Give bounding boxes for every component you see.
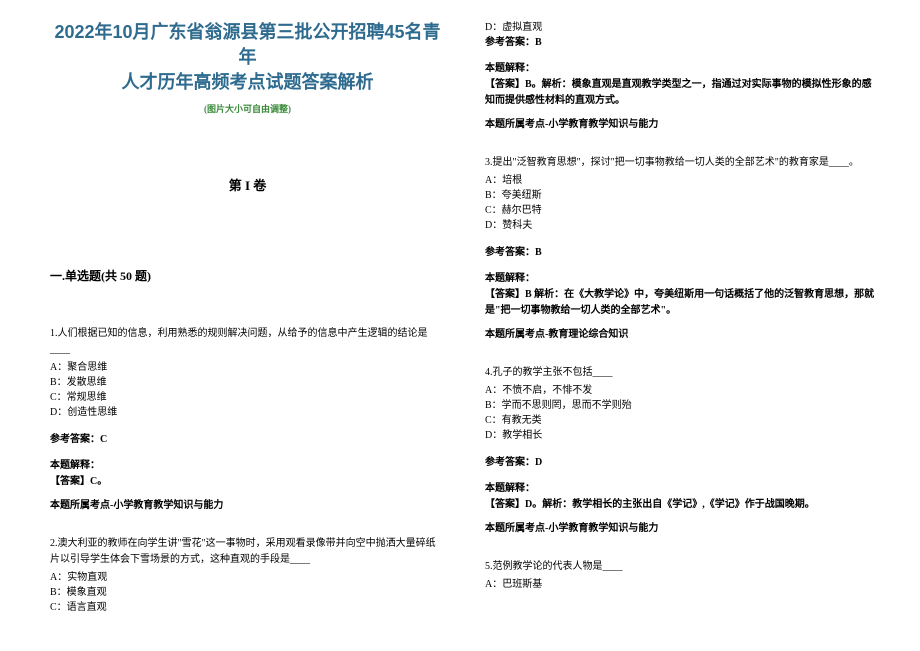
- q2-option-c: C：语言直观: [50, 600, 445, 615]
- q4-option-d: D：教学相长: [485, 428, 880, 443]
- q3-explain: 【答案】B 解析：在《大教学论》中，夸美纽斯用一句话概括了他的泛智教育思想，那就…: [485, 287, 880, 319]
- q3-option-b: B：夸美纽斯: [485, 188, 880, 203]
- section-header: 一.单选题(共 50 题): [50, 267, 445, 286]
- q4-ref-answer: 参考答案：D: [485, 455, 880, 471]
- doc-title-line2: 人才历年高频考点试题答案解析: [122, 72, 374, 92]
- q3-option-a: A：培根: [485, 173, 880, 188]
- zoom-note: (图片大小可自由调整): [50, 102, 445, 116]
- q3-option-d: D：赞科夫: [485, 218, 880, 233]
- q3-ref-answer: 参考答案：B: [485, 245, 880, 261]
- q3-option-c: C：赫尔巴特: [485, 203, 880, 218]
- question-1: 1.人们根据已知的信息，利用熟悉的规则解决问题，从给予的信息中产生逻辑的结论是_…: [50, 326, 445, 514]
- q4-option-b: B：学而不思则罔，思而不学则殆: [485, 398, 880, 413]
- q3-stem: 3.提出"泛智教育思想"，探讨"把一切事物教给一切人类的全部艺术"的教育家是__…: [485, 155, 880, 171]
- q2-option-d: D：虚拟直观: [485, 20, 880, 35]
- q1-explain-label: 本题解释：: [50, 458, 445, 474]
- question-5: 5.范例教学论的代表人物是____ A：巴班斯基: [485, 559, 880, 592]
- q1-explain: 【答案】C。: [50, 474, 445, 490]
- q1-option-c: C：常规思维: [50, 390, 445, 405]
- q2-option-a: A：实物直观: [50, 570, 445, 585]
- q2-option-b: B：模象直观: [50, 585, 445, 600]
- q2-explain-label: 本题解释：: [485, 61, 880, 77]
- q3-topic: 本题所属考点-教育理论综合知识: [485, 327, 880, 343]
- question-4: 4.孔子的教学主张不包括____ A：不愤不启，不悱不发 B：学而不思则罔，思而…: [485, 365, 880, 537]
- q4-option-c: C：有教无类: [485, 413, 880, 428]
- q2-explain: 【答案】B。解析：模象直观是直观教学类型之一，指通过对实际事物的模拟性形象的感知…: [485, 77, 880, 109]
- q1-stem: 1.人们根据已知的信息，利用熟悉的规则解决问题，从给予的信息中产生逻辑的结论是_…: [50, 326, 445, 358]
- q4-topic: 本题所属考点-小学教育教学知识与能力: [485, 521, 880, 537]
- volume-header: 第 I 卷: [50, 176, 445, 197]
- q3-explain-label: 本题解释：: [485, 271, 880, 287]
- q5-stem: 5.范例教学论的代表人物是____: [485, 559, 880, 575]
- q4-explain-label: 本题解释：: [485, 481, 880, 497]
- q4-stem: 4.孔子的教学主张不包括____: [485, 365, 880, 381]
- q2-ref-answer: 参考答案：B: [485, 35, 880, 51]
- q4-option-a: A：不愤不启，不悱不发: [485, 383, 880, 398]
- doc-title-line1: 2022年10月广东省翁源县第三批公开招聘45名青年: [54, 22, 440, 67]
- q4-explain: 【答案】D。解析：教学相长的主张出自《学记》,《学记》作于战国晚期。: [485, 497, 880, 513]
- document-page: 2022年10月广东省翁源县第三批公开招聘45名青年 人才历年高频考点试题答案解…: [0, 0, 920, 631]
- q1-topic: 本题所属考点-小学教育教学知识与能力: [50, 498, 445, 514]
- q1-option-b: B：发散思维: [50, 375, 445, 390]
- q2-stem: 2.澳大利亚的教师在向学生讲"雪花"这一事物时，采用观看录像带并向空中抛洒大量碎…: [50, 536, 445, 568]
- question-2-answer: 参考答案：B 本题解释： 【答案】B。解析：模象直观是直观教学类型之一，指通过对…: [485, 35, 880, 133]
- q5-option-a: A：巴班斯基: [485, 577, 880, 592]
- q2-topic: 本题所属考点-小学教育教学知识与能力: [485, 117, 880, 133]
- q1-option-d: D：创造性思维: [50, 405, 445, 420]
- q1-ref-answer: 参考答案：C: [50, 432, 445, 448]
- question-3: 3.提出"泛智教育思想"，探讨"把一切事物教给一切人类的全部艺术"的教育家是__…: [485, 155, 880, 343]
- q1-option-a: A：聚合思维: [50, 360, 445, 375]
- doc-title: 2022年10月广东省翁源县第三批公开招聘45名青年 人才历年高频考点试题答案解…: [50, 20, 445, 96]
